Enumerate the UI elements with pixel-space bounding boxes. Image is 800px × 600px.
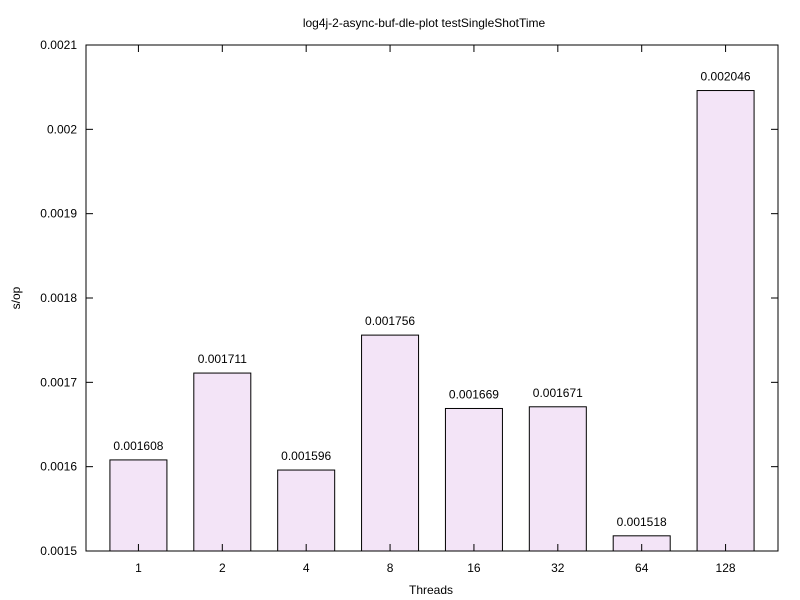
bars-group: 0.001608 0.001711 0.001596 0.001756 0.001669… [109,70,755,552]
y-tick-label: 0.0017 [40,375,77,389]
x-tick-label: 1 [135,561,142,575]
plot-frame [85,44,779,552]
data-label-4: 0.001596 [281,449,331,463]
bar-32 [528,406,587,552]
x-tick-label: 8 [387,561,394,575]
bar-4 [277,469,336,552]
x-tick-label: 128 [716,561,736,575]
data-label-16: 0.001669 [449,387,499,401]
data-label-32: 0.001671 [533,386,583,400]
data-label-1: 0.001608 [113,439,163,453]
y-tick-label: 0.0019 [40,207,77,221]
y-tick-label: 0.002 [47,122,77,136]
data-label-2: 0.001711 [198,352,247,366]
bar-2 [193,372,252,552]
x-tick-label: 32 [551,561,565,575]
y-axis: 0.0015 0.0016 0.0017 0.0018 0.0019 0.002 0.002… [40,38,778,558]
bar-128 [696,90,755,552]
data-label-8: 0.001756 [365,314,415,328]
y-tick-label: 0.0021 [40,38,77,52]
x-tick-label: 4 [303,561,310,575]
bar-16 [444,407,503,552]
bar-8 [361,334,420,552]
y-axis-label: s/op [9,286,23,309]
x-tick-label: 16 [467,561,481,575]
x-axis-label: Threads [409,583,453,597]
x-axis: 1 2 4 8 16 32 64 128 [135,45,736,575]
y-tick-label: 0.0018 [40,291,77,305]
chart-title: log4j-2-async-buf-dle-plot testSingleSho… [303,16,546,30]
bar-1 [109,459,168,552]
x-tick-label: 2 [219,561,226,575]
x-tick-label: 64 [635,561,649,575]
data-label-64: 0.001518 [617,515,667,529]
data-label-128: 0.002046 [701,70,751,84]
y-tick-label: 0.0016 [40,460,77,474]
y-tick-label: 0.0015 [40,544,77,558]
